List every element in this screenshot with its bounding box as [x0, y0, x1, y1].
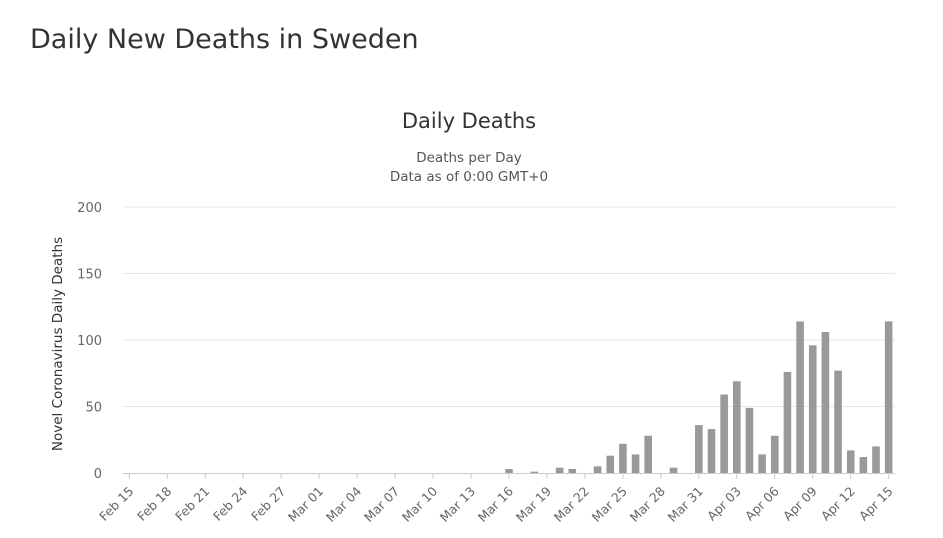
y-tick-label: 100: [77, 334, 102, 349]
x-tick-label: Apr 03: [704, 484, 744, 524]
bar-apr-10: [821, 332, 830, 473]
y-tick-label: 0: [94, 467, 102, 482]
bar-apr-11: [834, 370, 842, 473]
x-tick-label: Mar 31: [665, 484, 706, 525]
bar-mar-27: [644, 435, 653, 473]
x-tick-label: Feb 15: [96, 484, 136, 524]
chart-title: Daily Deaths: [402, 109, 536, 133]
y-axis-label: Novel Coronavirus Daily Deaths: [50, 237, 66, 451]
x-tick-label: Apr 09: [780, 483, 820, 523]
bar-apr-01: [707, 429, 716, 473]
x-tick-label: Mar 16: [475, 483, 516, 524]
bar-apr-08: [796, 321, 804, 473]
x-tick-label: Mar 28: [627, 483, 668, 524]
y-tick-label: 200: [77, 201, 102, 216]
bar-mar-18: [530, 471, 539, 473]
bar-apr-04: [745, 407, 754, 473]
chart-subtitle-line: Deaths per Day: [416, 150, 522, 166]
bar-mar-16: [505, 469, 513, 473]
x-tick-label: Mar 07: [361, 484, 402, 525]
bar-mar-29: [669, 467, 678, 473]
bar-mar-23: [593, 466, 602, 473]
bar-apr-07: [783, 371, 792, 473]
bar-mar-24: [606, 455, 615, 473]
page-title: Daily New Deaths in Sweden: [30, 24, 419, 55]
bar-apr-09: [808, 345, 817, 473]
bar-mar-25: [619, 443, 627, 473]
bar-apr-13: [859, 457, 868, 473]
x-tick-label: Apr 12: [818, 484, 858, 524]
x-tick-label: Feb 18: [134, 483, 174, 523]
bar-apr-15: [884, 321, 893, 473]
bar-mar-21: [568, 469, 577, 473]
bar-apr-05: [758, 454, 766, 473]
chart-subtitle-line: Data as of 0:00 GMT+0: [390, 169, 548, 185]
bar-mar-31: [695, 425, 703, 473]
x-tick-label: Mar 22: [551, 484, 592, 525]
bar-apr-06: [770, 435, 779, 473]
x-tick-label: Apr 06: [742, 483, 782, 523]
x-tick-label: Mar 19: [513, 483, 554, 524]
bar-apr-12: [846, 450, 855, 473]
bar-apr-14: [872, 446, 880, 473]
x-tick-label: Feb 27: [248, 484, 288, 524]
bar-mar-20: [555, 467, 564, 473]
x-tick-label: Feb 24: [210, 483, 250, 523]
y-tick-label: 150: [77, 268, 102, 283]
bar-apr-03: [733, 381, 741, 473]
x-tick-label: Mar 04: [323, 483, 364, 524]
bar-mar-26: [631, 454, 640, 473]
x-tick-label: Feb 21: [172, 484, 212, 524]
x-tick-label: Mar 13: [437, 484, 478, 525]
x-tick-label: Mar 10: [399, 483, 440, 524]
y-tick-label: 50: [85, 401, 102, 416]
x-tick-label: Apr 15: [856, 484, 896, 524]
x-tick-label: Mar 01: [285, 484, 326, 525]
bar-apr-02: [720, 394, 728, 473]
x-tick-label: Mar 25: [589, 484, 630, 525]
